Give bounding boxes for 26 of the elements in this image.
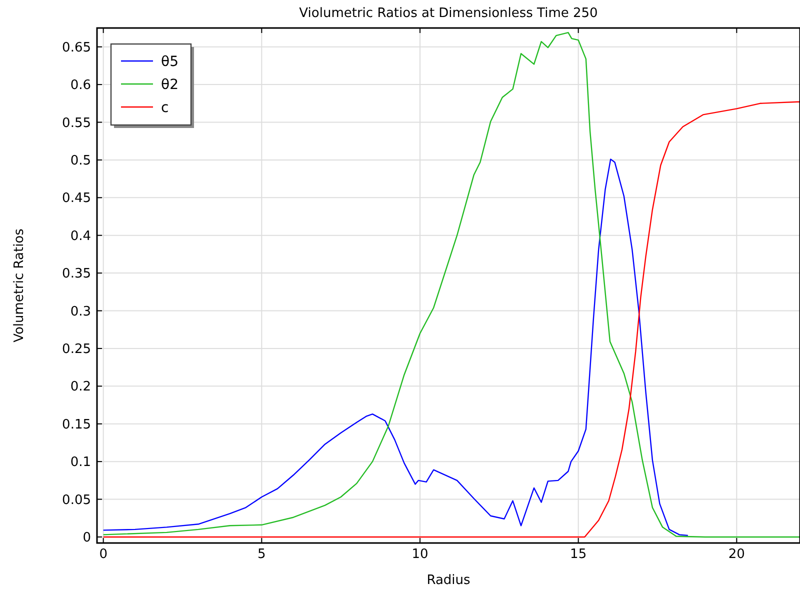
y-tick-label: 0.1 (70, 455, 91, 470)
y-tick-label: 0.55 (62, 116, 91, 131)
x-tick-label: 5 (258, 547, 266, 562)
legend-label: c (161, 100, 169, 116)
x-axis-title: Radius (426, 573, 471, 588)
y-tick-label: 0.65 (62, 40, 91, 56)
y-axis-title: Volumetric Ratios (12, 228, 27, 342)
y-tick-label: 0.6 (70, 78, 91, 94)
line-series (102, 158, 688, 536)
y-tick-label: 0.3 (70, 304, 91, 320)
y-tick-label: 0.5 (70, 153, 91, 168)
x-tick-label: 20 (728, 547, 745, 562)
y-tick-label: 0.2 (70, 380, 91, 395)
x-tick-label: 0 (99, 547, 108, 562)
y-tick-label: 0.35 (62, 266, 91, 282)
chart-title: Violumetric Ratios at Dimensionless Time 250 (299, 6, 598, 21)
y-tick-label: 0.15 (62, 417, 91, 432)
y-tick-label: 0.45 (62, 191, 91, 206)
x-tick-label: 10 (412, 547, 428, 562)
legend-label: θ5 (161, 54, 178, 70)
x-tick-label: 15 (570, 547, 587, 562)
legend-label: θ2 (161, 77, 178, 93)
y-tick-label: 0.4 (70, 228, 91, 244)
y-tick-label: 0.05 (62, 492, 91, 508)
y-tick-label: 0 (82, 530, 91, 546)
y-tick-label: 0.25 (62, 342, 91, 357)
